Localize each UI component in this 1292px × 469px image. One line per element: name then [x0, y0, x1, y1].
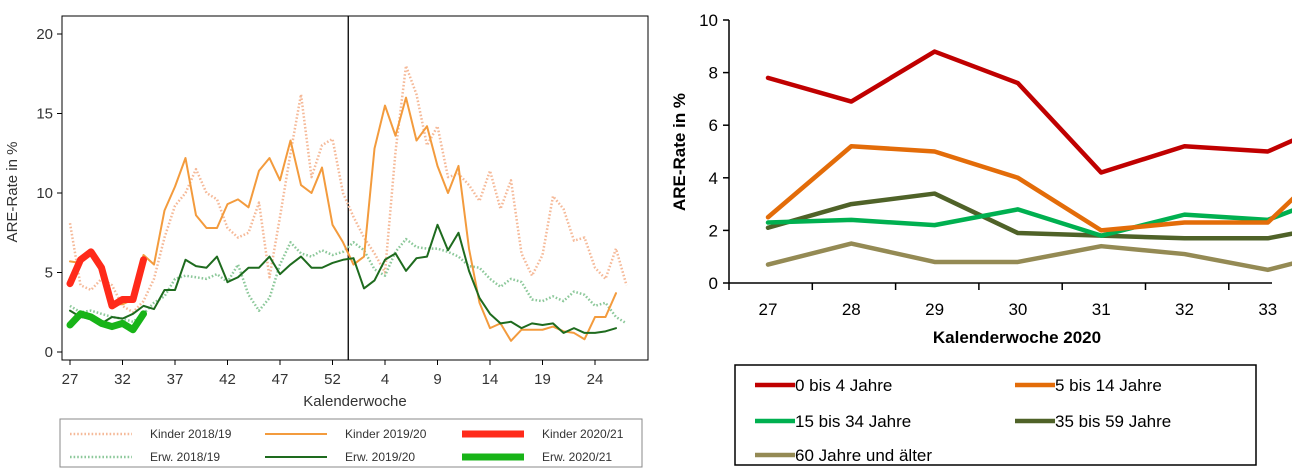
x-tick-label: 27: [759, 300, 778, 319]
series-line-kinder-2018-19: [68, 64, 628, 314]
series-line-erw-2018-19: [69, 237, 628, 325]
x-tick-label: 28: [842, 300, 861, 319]
y-tick-label: 6: [709, 116, 718, 135]
series-line-kinder-2020-21: [66, 248, 147, 310]
legend-label: Erw. 2018/19: [150, 450, 220, 464]
y-tick-label: 10: [36, 185, 53, 202]
y-tick-label: 0: [709, 274, 718, 293]
x-tick-label: 24: [587, 371, 604, 388]
series-line-5-bis-14-jahre: [765, 143, 1292, 233]
legend: Kinder 2018/19 Kinder 2019/20 Kinder 2020/…: [70, 427, 624, 464]
x-tick-label: 47: [272, 371, 289, 388]
x-axis-label: Kalenderwoche: [303, 393, 406, 410]
series-line-kinder-2019-20: [69, 96, 617, 342]
legend: 0 bis 4 Jahre 5 bis 14 Jahre 15 bis 34 Jah…: [755, 376, 1171, 465]
legend-label: 60 Jahre und älter: [795, 446, 932, 465]
x-tick-label: 31: [1092, 300, 1111, 319]
x-tick-label: 33: [1258, 300, 1277, 319]
legend-box: [734, 364, 1257, 466]
legend-label: 15 bis 34 Jahre: [795, 412, 911, 431]
x-tick-label: 52: [324, 371, 341, 388]
legend-label: Erw. 2019/20: [345, 450, 415, 464]
y-tick-label: 4: [709, 169, 718, 188]
x-tick-label: 37: [167, 371, 184, 388]
x-tick-label: 32: [114, 371, 131, 388]
y-axis-label: ARE-Rate in %: [670, 93, 689, 211]
y-tick-label: 5: [45, 265, 53, 282]
y-axis-label: ARE-Rate in %: [4, 142, 21, 243]
x-tick-label: 4: [381, 371, 389, 388]
y-tick-label: 10: [699, 11, 718, 30]
x-tick-label: 9: [433, 371, 441, 388]
x-tick-label: 30: [1008, 300, 1027, 319]
x-tick-label: 42: [219, 371, 236, 388]
series-line-erw-2019-20: [69, 223, 617, 334]
y-tick-label: 8: [709, 64, 718, 83]
x-tick-label: 14: [482, 371, 499, 388]
legend-box: [59, 418, 643, 468]
legend-label: Kinder 2018/19: [150, 427, 232, 441]
seasonal-are-chart: 0 5 10 15 20 27 32 37 42 47 52 4 9 14 19 24 ARE-Rate in…: [4, 15, 649, 468]
x-tick-label: 19: [534, 371, 551, 388]
legend-label: Kinder 2019/20: [345, 427, 427, 441]
age-group-are-chart: 02468102728293031323334 ARE-Rate in % Ka…: [670, 11, 1292, 466]
legend-label: 5 bis 14 Jahre: [1055, 376, 1162, 395]
legend-label: 35 bis 59 Jahre: [1055, 412, 1171, 431]
plot-frame: [61, 15, 649, 361]
series-line-erw-2020-21: [66, 310, 147, 334]
series-line-35-bis-59-jahre: [765, 191, 1292, 241]
legend-label: 0 bis 4 Jahre: [795, 376, 892, 395]
y-tick-label: 15: [36, 106, 53, 123]
legend-label: Kinder 2020/21: [542, 427, 624, 441]
series-line-0-bis-4-jahre: [765, 49, 1292, 175]
x-tick-label: 27: [62, 371, 79, 388]
legend-label: Erw. 2020/21: [542, 450, 612, 464]
x-tick-label: 32: [1175, 300, 1194, 319]
y-tick-label: 2: [709, 221, 718, 240]
series-line-15-bis-34-jahre: [765, 207, 1292, 238]
x-tick-label: 29: [925, 300, 944, 319]
series-line-60-jahre-und-lter: [765, 241, 1292, 273]
x-axis-label: Kalenderwoche 2020: [933, 328, 1101, 347]
y-tick-label: 20: [36, 26, 53, 43]
y-tick-label: 0: [45, 344, 53, 361]
